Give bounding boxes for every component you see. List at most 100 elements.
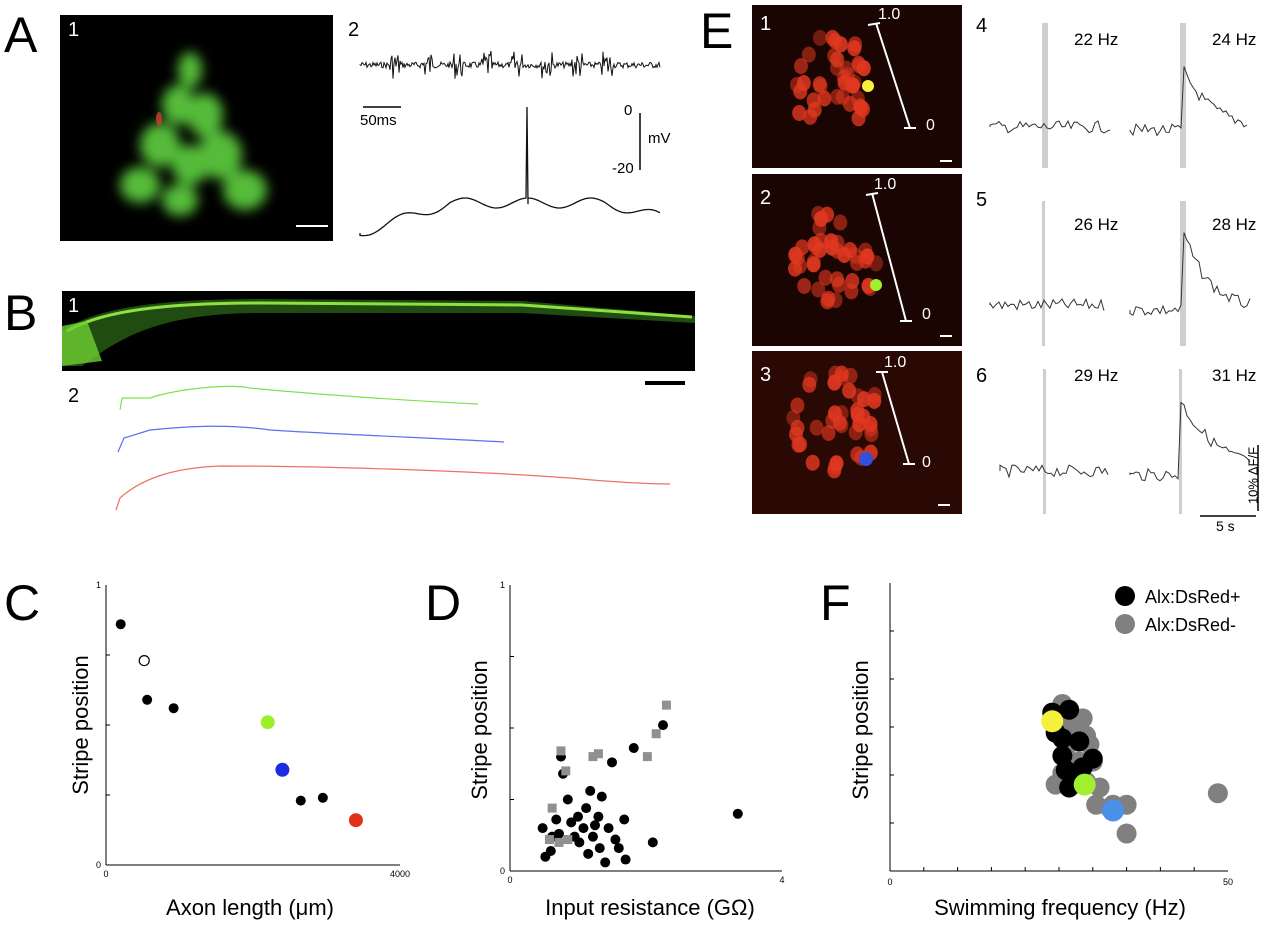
d-data-point-circle [573, 811, 583, 822]
red-cells-image-3 [786, 365, 882, 479]
panel-a-sublabel-2: 2 [348, 19, 360, 41]
f-x-tick-label: 50 [1223, 877, 1233, 887]
panel-label-e: E [700, 3, 734, 59]
d-data-point-circle [566, 817, 577, 828]
d-data-point-circle [732, 808, 743, 819]
d-y-tick-label: 1 [500, 580, 505, 590]
red-cell [856, 60, 871, 77]
red-cell [806, 253, 821, 270]
red-cells-image-1 [790, 29, 871, 127]
calcium-trace-row3-right [1129, 401, 1251, 482]
panel-a-sublabel-1: 1 [68, 19, 80, 41]
stim-bar-row1-left [1042, 23, 1048, 168]
c-data-point [317, 792, 328, 803]
red-cell [828, 33, 843, 49]
calcium-trace-row3-left [999, 464, 1109, 479]
red-cell [809, 419, 824, 436]
red-cell [792, 105, 807, 121]
c-data-point [142, 694, 153, 705]
red-cell [828, 365, 843, 382]
blue-cell-marker [859, 452, 873, 466]
red-cell [827, 405, 842, 422]
red-cell [863, 416, 878, 432]
d-data-point-circle [583, 848, 594, 859]
panel-label-a: A [4, 7, 38, 63]
d-y-tick-label: 0 [500, 866, 505, 876]
d-y-label: Stripe position [467, 660, 492, 799]
stim-bar-row3-right [1179, 369, 1182, 514]
panel-e-image-1 [752, 5, 962, 168]
red-cell [805, 454, 820, 471]
d-data-point-circle [587, 831, 598, 842]
f-data-point [1207, 783, 1228, 804]
d-data-point-square [651, 729, 661, 739]
d-data-point-circle [620, 854, 631, 865]
panel-b-sublabel-1: 1 [68, 295, 80, 317]
stripe-top-tick-1: 1.0 [878, 6, 901, 23]
d-data-point-circle [600, 857, 611, 868]
panel-b-sublabel-2: 2 [68, 385, 80, 407]
d-x-tick-label: 4 [779, 875, 784, 885]
red-cell [827, 462, 842, 479]
stripe-top-tick-2: 1.0 [874, 176, 897, 193]
panel-e-image-label-2: 2 [760, 187, 772, 209]
red-cell [821, 425, 836, 441]
calcium-time-scale-label: 5 s [1216, 518, 1235, 534]
red-cell [788, 246, 803, 263]
red-cell [802, 376, 817, 393]
panel-label-c: C [4, 575, 41, 631]
red-cell [796, 75, 811, 91]
panel-e-overlays [859, 22, 952, 506]
d-data-point-square [642, 752, 652, 762]
d-data-point-circle [553, 828, 564, 839]
d-data-point-circle [581, 803, 592, 814]
panel-e-image-2 [752, 174, 962, 346]
d-data-point-circle [619, 814, 630, 825]
red-cell [813, 29, 827, 46]
red-cell [790, 397, 805, 414]
voltage-unit-label: mV [648, 130, 671, 147]
c-data-point [295, 795, 306, 806]
freq-label-row2-right: 28 Hz [1212, 215, 1257, 234]
red-cell [834, 417, 849, 434]
d-x-label: Input resistance (GΩ) [545, 895, 755, 920]
red-cell [812, 219, 827, 236]
c-y-tick-label: 0 [96, 860, 101, 870]
red-cell [807, 101, 822, 118]
panel-label-d: D [425, 575, 462, 631]
d-data-point-circle [551, 814, 562, 825]
red-cell [833, 214, 848, 231]
d-data-point-circle [545, 845, 556, 856]
red-cell [825, 239, 839, 256]
d-data-point-circle [658, 720, 668, 731]
red-cell [794, 58, 808, 75]
legend-label-dsred-plus: Alx:DsRed+ [1145, 587, 1241, 607]
red-cell [813, 78, 828, 95]
d-data-point-square [556, 746, 566, 756]
calcium-trace-row1-left [989, 119, 1111, 134]
d-data-point-square [661, 700, 671, 710]
red-cell [786, 409, 801, 426]
axon-tracing-red [115, 465, 671, 511]
f-data-point [1102, 799, 1125, 822]
time-scale-label: 50ms [360, 112, 397, 129]
d-data-point-circle [578, 823, 589, 834]
freq-label-row2-left: 26 Hz [1074, 215, 1119, 234]
f-data-point [1059, 699, 1080, 720]
d-data-point-circle [594, 843, 605, 854]
f-x-tick-label: 0 [887, 877, 892, 887]
red-cells-image-2 [788, 205, 883, 310]
red-cell [834, 405, 849, 422]
c-x-tick-label: 4000 [390, 869, 410, 879]
membrane-potential-trace [359, 106, 661, 237]
c-y-tick-label: 1 [96, 580, 101, 590]
red-cell [855, 101, 870, 118]
red-cell [811, 281, 826, 298]
red-cell [857, 391, 871, 408]
red-cell [797, 278, 812, 294]
trace-label-6: 6 [976, 365, 988, 387]
f-data-point [1069, 731, 1090, 752]
c-data-point [115, 619, 126, 630]
red-cell [858, 252, 873, 269]
calcium-trace-row1-right [1129, 66, 1248, 137]
